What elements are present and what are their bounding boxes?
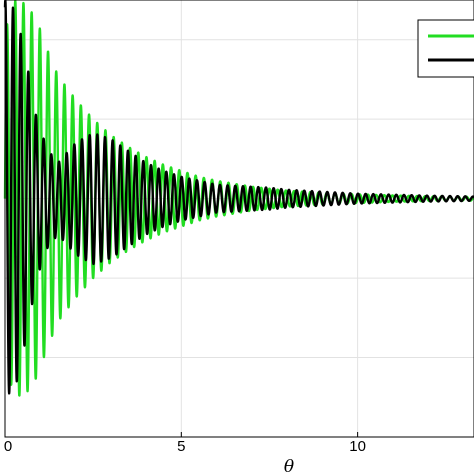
series-layer	[3, 0, 474, 397]
plot-frame	[4, 0, 474, 438]
x-tick-label-0: 0	[4, 438, 12, 455]
x-axis-label: θ	[284, 457, 294, 474]
x-tick-label-1: 5	[177, 438, 185, 455]
x-ticks: 0 5 10	[4, 432, 366, 455]
series-line-2	[3, 0, 474, 395]
legend-box	[417, 19, 474, 78]
legend	[417, 19, 474, 78]
x-tick-label-2: 10	[349, 438, 366, 455]
grid	[5, 0, 474, 437]
